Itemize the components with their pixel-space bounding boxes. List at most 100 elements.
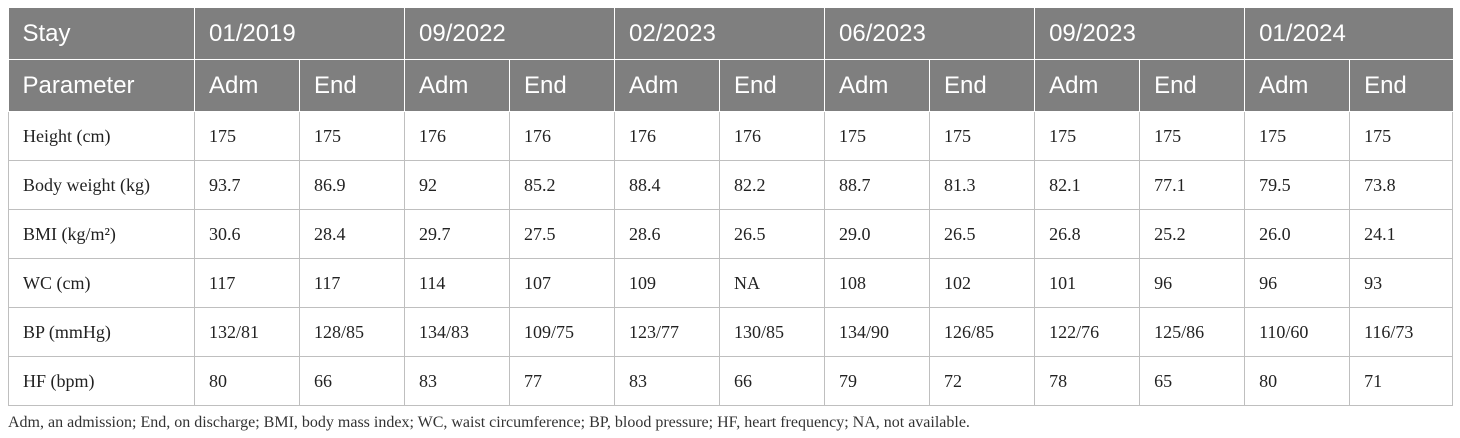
value-cell: 110/60 [1244,307,1351,357]
value-cell: 26.0 [1244,209,1351,259]
parameter-name-cell: Body weight (kg) [8,160,195,210]
header-adm: Adm [194,59,300,112]
table-row: WC (cm) 117 117 114 107 109 NA 108 102 101 96 96 93 [8,258,1454,308]
value-cell: 26.5 [719,209,826,259]
value-cell: 175 [1139,111,1246,161]
value-cell: 85.2 [509,160,616,210]
value-cell: NA [719,258,826,308]
header-adm: Adm [824,59,930,112]
parameter-name-cell: BMI (kg/m²) [8,209,195,259]
value-cell: 114 [404,258,511,308]
header-end: End [509,59,615,112]
header-stay-date: 09/2023 [1034,8,1245,60]
table-row: Height (cm) 175 175 176 176 176 176 175 175 175 17… [8,111,1454,161]
value-cell: 88.4 [614,160,721,210]
header-adm: Adm [614,59,720,112]
header-end: End [929,59,1035,112]
value-cell: 88.7 [824,160,931,210]
value-cell: 92 [404,160,511,210]
parameter-name-cell: HF (bpm) [8,356,195,406]
value-cell: 108 [824,258,931,308]
parameter-name-cell: BP (mmHg) [8,307,195,357]
value-cell: 125/86 [1139,307,1246,357]
header-stay-date: 06/2023 [824,8,1035,60]
value-cell: 80 [1244,356,1351,406]
table-row: HF (bpm) 80 66 83 77 83 66 79 72 78 65 80 71 [8,356,1454,406]
table-row: Body weight (kg) 93.7 86.9 92 85.2 88.4 82.2 88… [8,160,1454,210]
table-row: BP (mmHg) 132/81 128/85 134/83 109/75 123/77 1… [8,307,1454,357]
value-cell: 78 [1034,356,1141,406]
value-cell: 176 [719,111,826,161]
value-cell: 134/90 [824,307,931,357]
value-cell: 93 [1349,258,1454,308]
header-row-stay: Stay 01/2019 09/2022 02/2023 06/2023 09/… [8,8,1453,60]
value-cell: 175 [824,111,931,161]
value-cell: 117 [298,258,406,308]
value-cell: 80 [194,356,300,406]
header-stay: Stay [8,8,195,60]
value-cell: 109/75 [509,307,616,357]
value-cell: 130/85 [719,307,826,357]
value-cell: 29.0 [824,209,931,259]
header-stay-date: 01/2019 [193,8,405,60]
value-cell: 175 [1034,111,1141,161]
value-cell: 66 [719,356,826,406]
header-end: End [1349,59,1453,112]
value-cell: 117 [194,258,300,308]
value-cell: 109 [614,258,721,308]
value-cell: 83 [404,356,511,406]
value-cell: 81.3 [929,160,1036,210]
value-cell: 107 [509,258,616,308]
value-cell: 128/85 [298,307,406,357]
header-end: End [719,59,825,112]
value-cell: 176 [509,111,616,161]
value-cell: 96 [1139,258,1246,308]
header-adm: Adm [404,59,510,112]
value-cell: 96 [1244,258,1351,308]
value-cell: 116/73 [1349,307,1454,357]
header-end: End [298,59,405,112]
value-cell: 176 [404,111,511,161]
value-cell: 28.6 [614,209,721,259]
value-cell: 71 [1349,356,1454,406]
value-cell: 26.5 [929,209,1036,259]
value-cell: 175 [1244,111,1351,161]
value-cell: 102 [929,258,1036,308]
value-cell: 175 [194,111,300,161]
header-parameter: Parameter [8,59,195,112]
value-cell: 66 [298,356,406,406]
value-cell: 132/81 [194,307,300,357]
value-cell: 73.8 [1349,160,1454,210]
header-end: End [1139,59,1245,112]
value-cell: 134/83 [404,307,511,357]
value-cell: 101 [1034,258,1141,308]
header-adm: Adm [1244,59,1350,112]
value-cell: 24.1 [1349,209,1454,259]
value-cell: 65 [1139,356,1246,406]
value-cell: 83 [614,356,721,406]
value-cell: 86.9 [298,160,406,210]
value-cell: 123/77 [614,307,721,357]
value-cell: 29.7 [404,209,511,259]
value-cell: 25.2 [1139,209,1246,259]
value-cell: 72 [929,356,1036,406]
value-cell: 77 [509,356,616,406]
table-row: BMI (kg/m²) 30.6 28.4 29.7 27.5 28.6 26.5 29.0 2… [8,209,1454,259]
header-stay-date: 09/2022 [404,8,615,60]
parameter-name-cell: Height (cm) [8,111,195,161]
header-adm: Adm [1034,59,1140,112]
value-cell: 93.7 [194,160,300,210]
header-row-parameter: Parameter Adm End Adm End Adm End Adm En… [8,59,1453,112]
value-cell: 175 [1349,111,1454,161]
value-cell: 82.2 [719,160,826,210]
table-footnote: Adm, an admission; End, on discharge; BM… [8,414,970,431]
value-cell: 126/85 [929,307,1036,357]
value-cell: 175 [298,111,406,161]
value-cell: 26.8 [1034,209,1141,259]
value-cell: 122/76 [1034,307,1141,357]
value-cell: 77.1 [1139,160,1246,210]
header-stay-date: 02/2023 [614,8,825,60]
value-cell: 27.5 [509,209,616,259]
parameter-name-cell: WC (cm) [8,258,195,308]
table-container: Stay 01/2019 09/2022 02/2023 06/2023 09/… [8,8,1454,432]
